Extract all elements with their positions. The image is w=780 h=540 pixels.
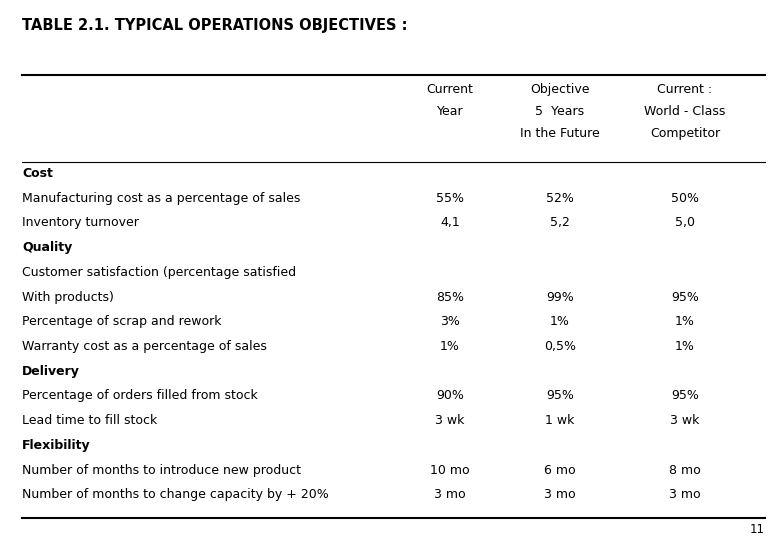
Text: 11: 11 (750, 523, 765, 536)
Text: Manufacturing cost as a percentage of sales: Manufacturing cost as a percentage of sa… (22, 192, 300, 205)
Text: 3 mo: 3 mo (434, 488, 466, 501)
Text: Customer satisfaction (percentage satisfied: Customer satisfaction (percentage satisf… (22, 266, 296, 279)
Text: Percentage of scrap and rework: Percentage of scrap and rework (22, 315, 222, 328)
Text: 10 mo: 10 mo (431, 463, 470, 477)
Text: Current: Current (427, 83, 473, 96)
Text: 52%: 52% (546, 192, 574, 205)
Text: 1%: 1% (675, 340, 695, 353)
Text: 1%: 1% (550, 315, 570, 328)
Text: Objective: Objective (530, 83, 590, 96)
Text: 50%: 50% (671, 192, 699, 205)
Text: 85%: 85% (436, 291, 464, 303)
Text: Warranty cost as a percentage of sales: Warranty cost as a percentage of sales (22, 340, 267, 353)
Text: Lead time to fill stock: Lead time to fill stock (22, 414, 158, 427)
Text: Quality: Quality (22, 241, 73, 254)
Text: 5,2: 5,2 (550, 217, 570, 230)
Text: 90%: 90% (436, 389, 464, 402)
Text: 55%: 55% (436, 192, 464, 205)
Text: 99%: 99% (546, 291, 574, 303)
Text: TABLE 2.1. TYPICAL OPERATIONS OBJECTIVES :: TABLE 2.1. TYPICAL OPERATIONS OBJECTIVES… (22, 18, 407, 33)
Text: 3 mo: 3 mo (669, 488, 700, 501)
Text: 95%: 95% (546, 389, 574, 402)
Text: With products): With products) (22, 291, 114, 303)
Text: 3 wk: 3 wk (435, 414, 465, 427)
Text: 1 wk: 1 wk (545, 414, 575, 427)
Text: 95%: 95% (671, 291, 699, 303)
Text: 8 mo: 8 mo (669, 463, 701, 477)
Text: 3%: 3% (440, 315, 460, 328)
Text: Inventory turnover: Inventory turnover (22, 217, 139, 230)
Text: Year: Year (437, 105, 463, 118)
Text: 4,1: 4,1 (440, 217, 460, 230)
Text: Number of months to introduce new product: Number of months to introduce new produc… (22, 463, 301, 477)
Text: Percentage of orders filled from stock: Percentage of orders filled from stock (22, 389, 257, 402)
Text: In the Future: In the Future (520, 127, 600, 140)
Text: Number of months to change capacity by + 20%: Number of months to change capacity by +… (22, 488, 328, 501)
Text: 6 mo: 6 mo (544, 463, 576, 477)
Text: 1%: 1% (440, 340, 460, 353)
Text: 5,0: 5,0 (675, 217, 695, 230)
Text: Cost: Cost (22, 167, 53, 180)
Text: Competitor: Competitor (650, 127, 720, 140)
Text: 1%: 1% (675, 315, 695, 328)
Text: World - Class: World - Class (644, 105, 725, 118)
Text: Current :: Current : (658, 83, 713, 96)
Text: 5  Years: 5 Years (535, 105, 584, 118)
Text: Delivery: Delivery (22, 364, 80, 377)
Text: 3 mo: 3 mo (544, 488, 576, 501)
Text: 3 wk: 3 wk (670, 414, 700, 427)
Text: Flexibility: Flexibility (22, 439, 90, 452)
Text: 95%: 95% (671, 389, 699, 402)
Text: 0,5%: 0,5% (544, 340, 576, 353)
